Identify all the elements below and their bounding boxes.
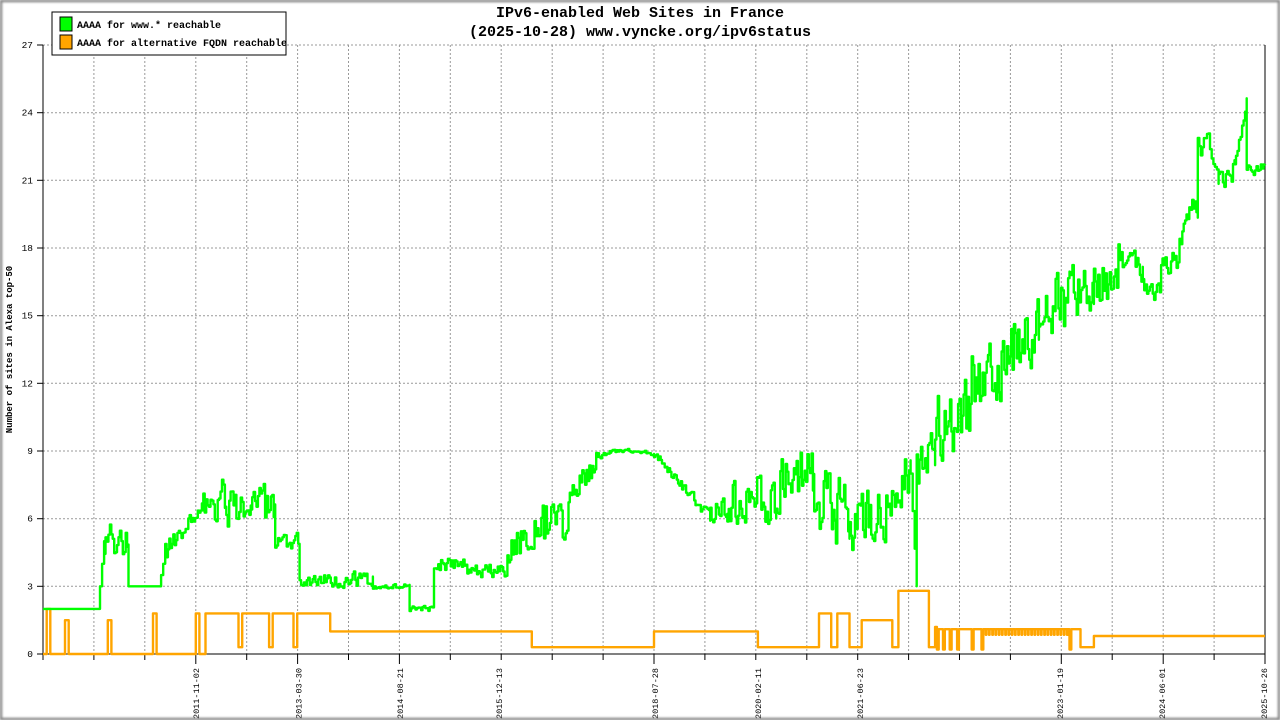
- svg-text:(2025-10-28) www.vyncke.org/ip: (2025-10-28) www.vyncke.org/ipv6status: [469, 24, 811, 41]
- svg-text:12: 12: [22, 378, 34, 389]
- svg-text:21: 21: [22, 175, 34, 186]
- svg-text:2023-01-19: 2023-01-19: [1056, 668, 1066, 719]
- svg-text:Number of sites in Alexa top-5: Number of sites in Alexa top-50: [5, 266, 15, 433]
- svg-text:2015-12-13: 2015-12-13: [495, 668, 505, 719]
- svg-text:2025-10-26: 2025-10-26: [1260, 668, 1270, 719]
- svg-text:2021-06-23: 2021-06-23: [856, 668, 866, 719]
- svg-text:AAAA for alternative FQDN reac: AAAA for alternative FQDN reachable: [77, 38, 287, 50]
- svg-text:0: 0: [27, 649, 33, 660]
- svg-text:2013-03-30: 2013-03-30: [295, 668, 305, 719]
- svg-text:2018-07-28: 2018-07-28: [651, 668, 661, 719]
- svg-text:27: 27: [22, 40, 33, 51]
- svg-text:2024-06-01: 2024-06-01: [1158, 668, 1168, 719]
- svg-text:6: 6: [27, 514, 33, 525]
- svg-text:IPv6-enabled Web Sites in Fran: IPv6-enabled Web Sites in France: [496, 5, 784, 22]
- svg-text:9: 9: [27, 446, 33, 457]
- svg-text:24: 24: [22, 108, 34, 119]
- svg-text:AAAA for www.* reachable: AAAA for www.* reachable: [77, 20, 221, 32]
- svg-text:2020-02-11: 2020-02-11: [754, 668, 764, 719]
- svg-text:3: 3: [27, 581, 33, 592]
- svg-text:2011-11-02: 2011-11-02: [192, 668, 202, 719]
- svg-text:2014-08-21: 2014-08-21: [396, 668, 406, 719]
- svg-text:15: 15: [22, 311, 34, 322]
- svg-text:18: 18: [22, 243, 34, 254]
